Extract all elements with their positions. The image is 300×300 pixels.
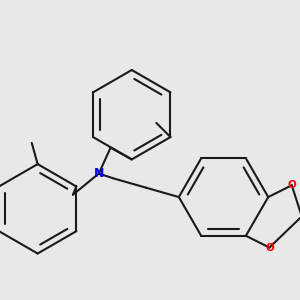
Text: N: N bbox=[94, 167, 104, 180]
Text: O: O bbox=[287, 180, 296, 190]
Text: O: O bbox=[265, 242, 274, 253]
